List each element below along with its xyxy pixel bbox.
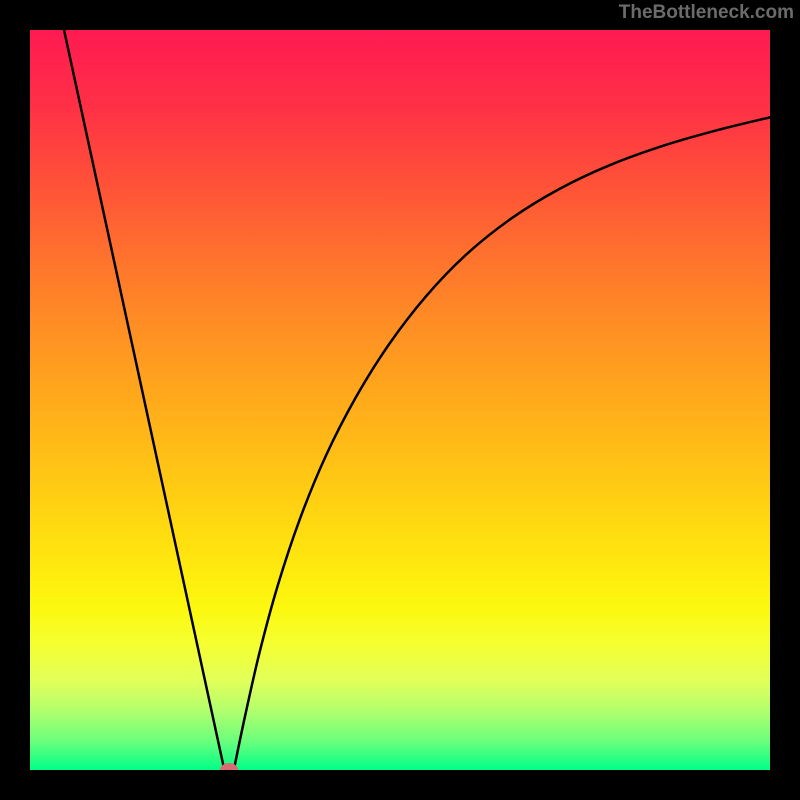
gradient-background (30, 30, 770, 770)
chart-container: TheBottleneck.com (0, 0, 800, 800)
watermark-text: TheBottleneck.com (619, 2, 794, 24)
plot-area (30, 30, 770, 770)
